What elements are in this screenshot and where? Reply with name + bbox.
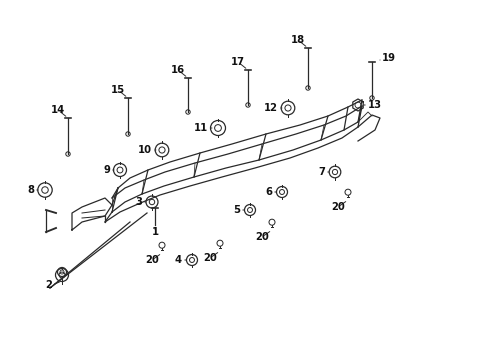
Text: 20: 20: [255, 232, 268, 242]
Text: 20: 20: [330, 202, 344, 212]
Text: 18: 18: [290, 35, 305, 45]
Text: 11: 11: [193, 123, 207, 133]
Text: 12: 12: [264, 103, 278, 113]
Text: 8: 8: [27, 185, 34, 195]
Text: 17: 17: [230, 57, 244, 67]
Text: 14: 14: [51, 105, 65, 115]
Text: 15: 15: [111, 85, 125, 95]
Text: 9: 9: [103, 165, 110, 175]
Text: 20: 20: [145, 255, 159, 265]
Text: 20: 20: [203, 253, 217, 263]
Text: 6: 6: [264, 187, 271, 197]
Text: 4: 4: [175, 255, 182, 265]
Text: 19: 19: [381, 53, 395, 63]
Text: 13: 13: [367, 100, 381, 110]
Text: 3: 3: [135, 197, 142, 207]
Text: 7: 7: [318, 167, 325, 177]
Text: 2: 2: [45, 280, 52, 290]
Text: 10: 10: [138, 145, 152, 155]
Text: 16: 16: [171, 65, 184, 75]
Text: 5: 5: [232, 205, 240, 215]
Text: 1: 1: [151, 227, 158, 237]
